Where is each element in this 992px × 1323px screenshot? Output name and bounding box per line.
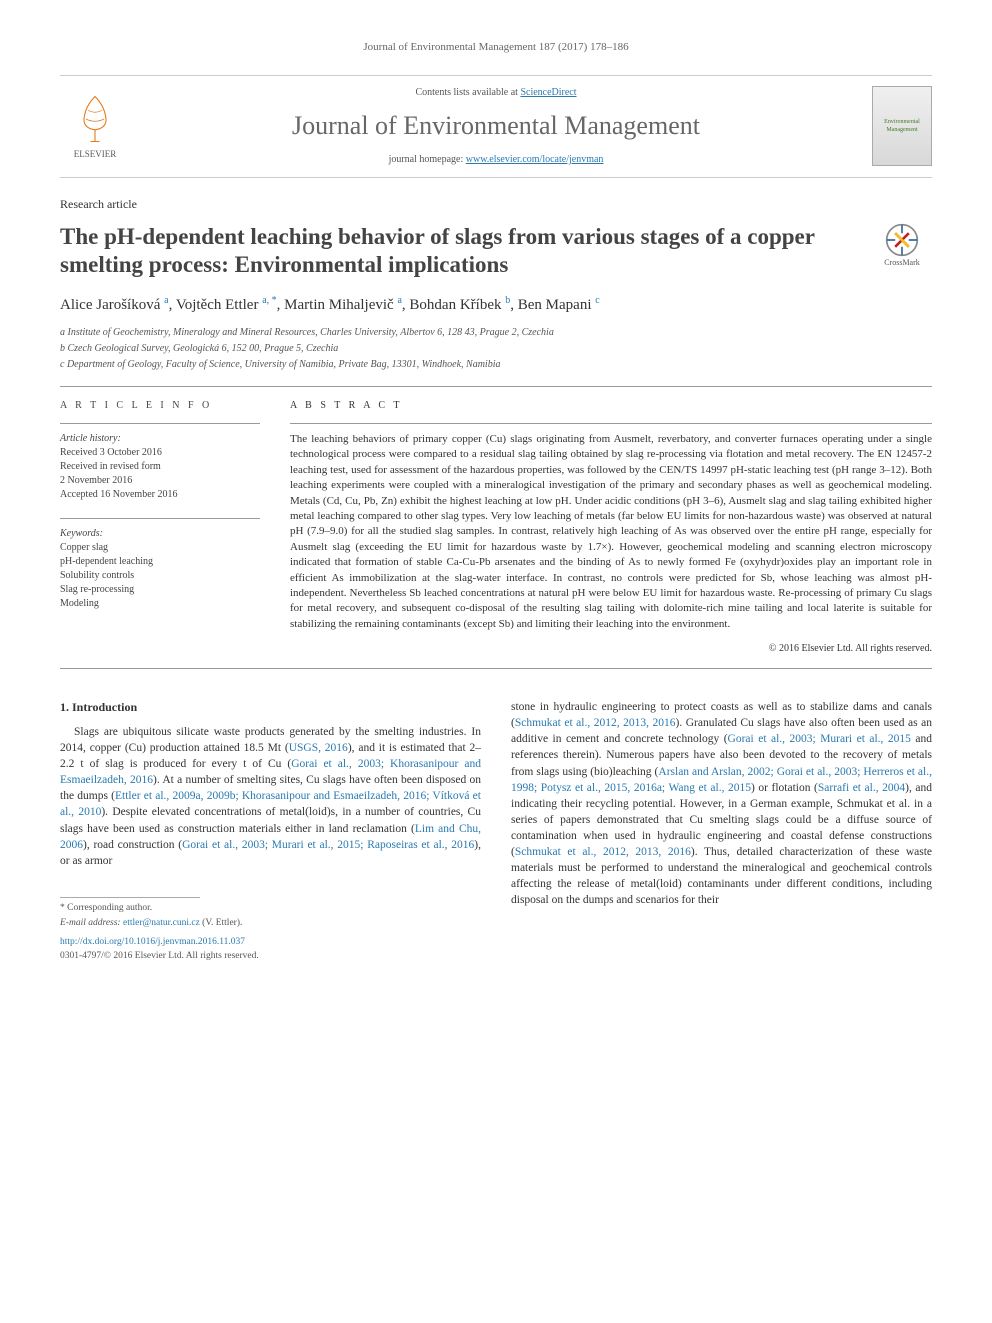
history-line: Received in revised form (60, 460, 260, 474)
intro-paragraph-left: Slags are ubiquitous silicate waste prod… (60, 724, 481, 869)
issn-copyright: 0301-4797/© 2016 Elsevier Ltd. All right… (60, 950, 481, 963)
citation-link[interactable]: Gorai et al., 2003; Murari et al., 2015;… (182, 839, 474, 851)
abstract-copyright: © 2016 Elsevier Ltd. All rights reserved… (290, 642, 932, 656)
journal-cover-thumbnail: Environmental Management (872, 86, 932, 166)
contents-available-line: Contents lists available at ScienceDirec… (140, 86, 852, 100)
keyword-line: Modeling (60, 597, 260, 611)
citation-link[interactable]: Schmukat et al., 2012, 2013, 2016 (515, 846, 691, 858)
title-row: The pH-dependent leaching behavior of sl… (60, 223, 932, 295)
crossmark-icon (885, 223, 919, 257)
article-info-heading: A R T I C L E I N F O (60, 399, 260, 413)
body-columns: 1. Introduction Slags are ubiquitous sil… (60, 699, 932, 963)
rule (60, 423, 260, 424)
text: ) or flotation ( (751, 782, 818, 794)
journal-homepage-line: journal homepage: www.elsevier.com/locat… (140, 153, 852, 167)
affiliations: a Institute of Geochemistry, Mineralogy … (60, 326, 932, 372)
affiliation-line: b Czech Geological Survey, Geologická 6,… (60, 342, 932, 356)
page: Journal of Environmental Management 187 … (0, 0, 992, 1003)
abstract-block: A B S T R A C T The leaching behaviors o… (290, 399, 932, 656)
right-column: stone in hydraulic engineering to protec… (511, 699, 932, 963)
rule (60, 668, 932, 669)
abstract-heading: A B S T R A C T (290, 399, 932, 413)
author: Ben Mapani c (518, 297, 600, 313)
history-line: 2 November 2016 (60, 474, 260, 488)
elsevier-tree-icon (68, 92, 122, 146)
journal-homepage-link[interactable]: www.elsevier.com/locate/jenvman (466, 154, 604, 165)
citation-link[interactable]: Gorai et al., 2003; Murari et al., 2015 (728, 733, 911, 745)
corresponding-author-label: * Corresponding author. (60, 902, 481, 915)
rule (60, 897, 200, 898)
abstract-text: The leaching behaviors of primary copper… (290, 432, 932, 632)
crossmark-badge[interactable]: CrossMark (872, 223, 932, 283)
homepage-label: journal homepage: (389, 154, 466, 165)
author: Vojtěch Ettler a, * (176, 297, 277, 313)
email-person: (V. Ettler). (200, 918, 243, 928)
journal-header-center: Contents lists available at ScienceDirec… (60, 86, 932, 166)
author-affil-sup: a, * (262, 295, 276, 306)
keyword-line: Solubility controls (60, 569, 260, 583)
rule (60, 518, 260, 519)
article-history-block: Article history: Received 3 October 2016… (60, 432, 260, 502)
author-affil-sup: b (505, 295, 510, 306)
citation-link[interactable]: Sarrafi et al., 2004 (818, 782, 905, 794)
email-line: E-mail address: ettler@natur.cuni.cz (V.… (60, 917, 481, 930)
author-affil-sup: a (164, 295, 168, 306)
text: ), road construction ( (83, 839, 182, 851)
journal-name: Journal of Environmental Management (140, 108, 852, 144)
author-affil-sup: c (595, 295, 599, 306)
article-info-sidebar: A R T I C L E I N F O Article history: R… (60, 399, 260, 656)
intro-paragraph-right: stone in hydraulic engineering to protec… (511, 699, 932, 908)
authors-list: Alice Jarošíková a, Vojtěch Ettler a, *,… (60, 294, 932, 316)
crossmark-label: CrossMark (884, 257, 920, 268)
author: Alice Jarošíková a (60, 297, 169, 313)
history-label: Article history: (60, 432, 260, 446)
citation-link[interactable]: USGS, 2016 (289, 742, 348, 754)
info-abstract-row: A R T I C L E I N F O Article history: R… (60, 399, 932, 656)
email-link[interactable]: ettler@natur.cuni.cz (123, 918, 200, 928)
running-header: Journal of Environmental Management 187 … (60, 40, 932, 55)
intro-heading: 1. Introduction (60, 699, 481, 716)
history-line: Accepted 16 November 2016 (60, 488, 260, 502)
keyword-line: Slag re-processing (60, 583, 260, 597)
elsevier-logo: ELSEVIER (60, 86, 130, 166)
doi-line: http://dx.doi.org/10.1016/j.jenvman.2016… (60, 936, 481, 949)
affiliation-line: c Department of Geology, Faculty of Scie… (60, 358, 932, 372)
author: Bohdan Kříbek b (409, 297, 510, 313)
citation-link[interactable]: Schmukat et al., 2012, 2013, 2016 (515, 717, 676, 729)
rule (290, 423, 932, 424)
left-column: 1. Introduction Slags are ubiquitous sil… (60, 699, 481, 963)
corresponding-footer: * Corresponding author. E-mail address: … (60, 897, 481, 963)
doi-link[interactable]: http://dx.doi.org/10.1016/j.jenvman.2016… (60, 937, 245, 947)
affiliation-line: a Institute of Geochemistry, Mineralogy … (60, 326, 932, 340)
article-type: Research article (60, 196, 932, 213)
keyword-line: Copper slag (60, 541, 260, 555)
keyword-line: pH-dependent leaching (60, 555, 260, 569)
author-affil-sup: a (397, 295, 401, 306)
journal-header-bar: ELSEVIER Contents lists available at Sci… (60, 75, 932, 177)
elsevier-label: ELSEVIER (74, 148, 117, 161)
email-label: E-mail address: (60, 918, 123, 928)
sciencedirect-link[interactable]: ScienceDirect (520, 87, 576, 98)
author: Martin Mihaljevič a (284, 297, 402, 313)
keywords-label: Keywords: (60, 527, 260, 541)
history-line: Received 3 October 2016 (60, 446, 260, 460)
keywords-block: Keywords: Copper slagpH-dependent leachi… (60, 527, 260, 611)
contents-text: Contents lists available at (415, 87, 520, 98)
rule (60, 386, 932, 387)
article-title: The pH-dependent leaching behavior of sl… (60, 223, 856, 281)
